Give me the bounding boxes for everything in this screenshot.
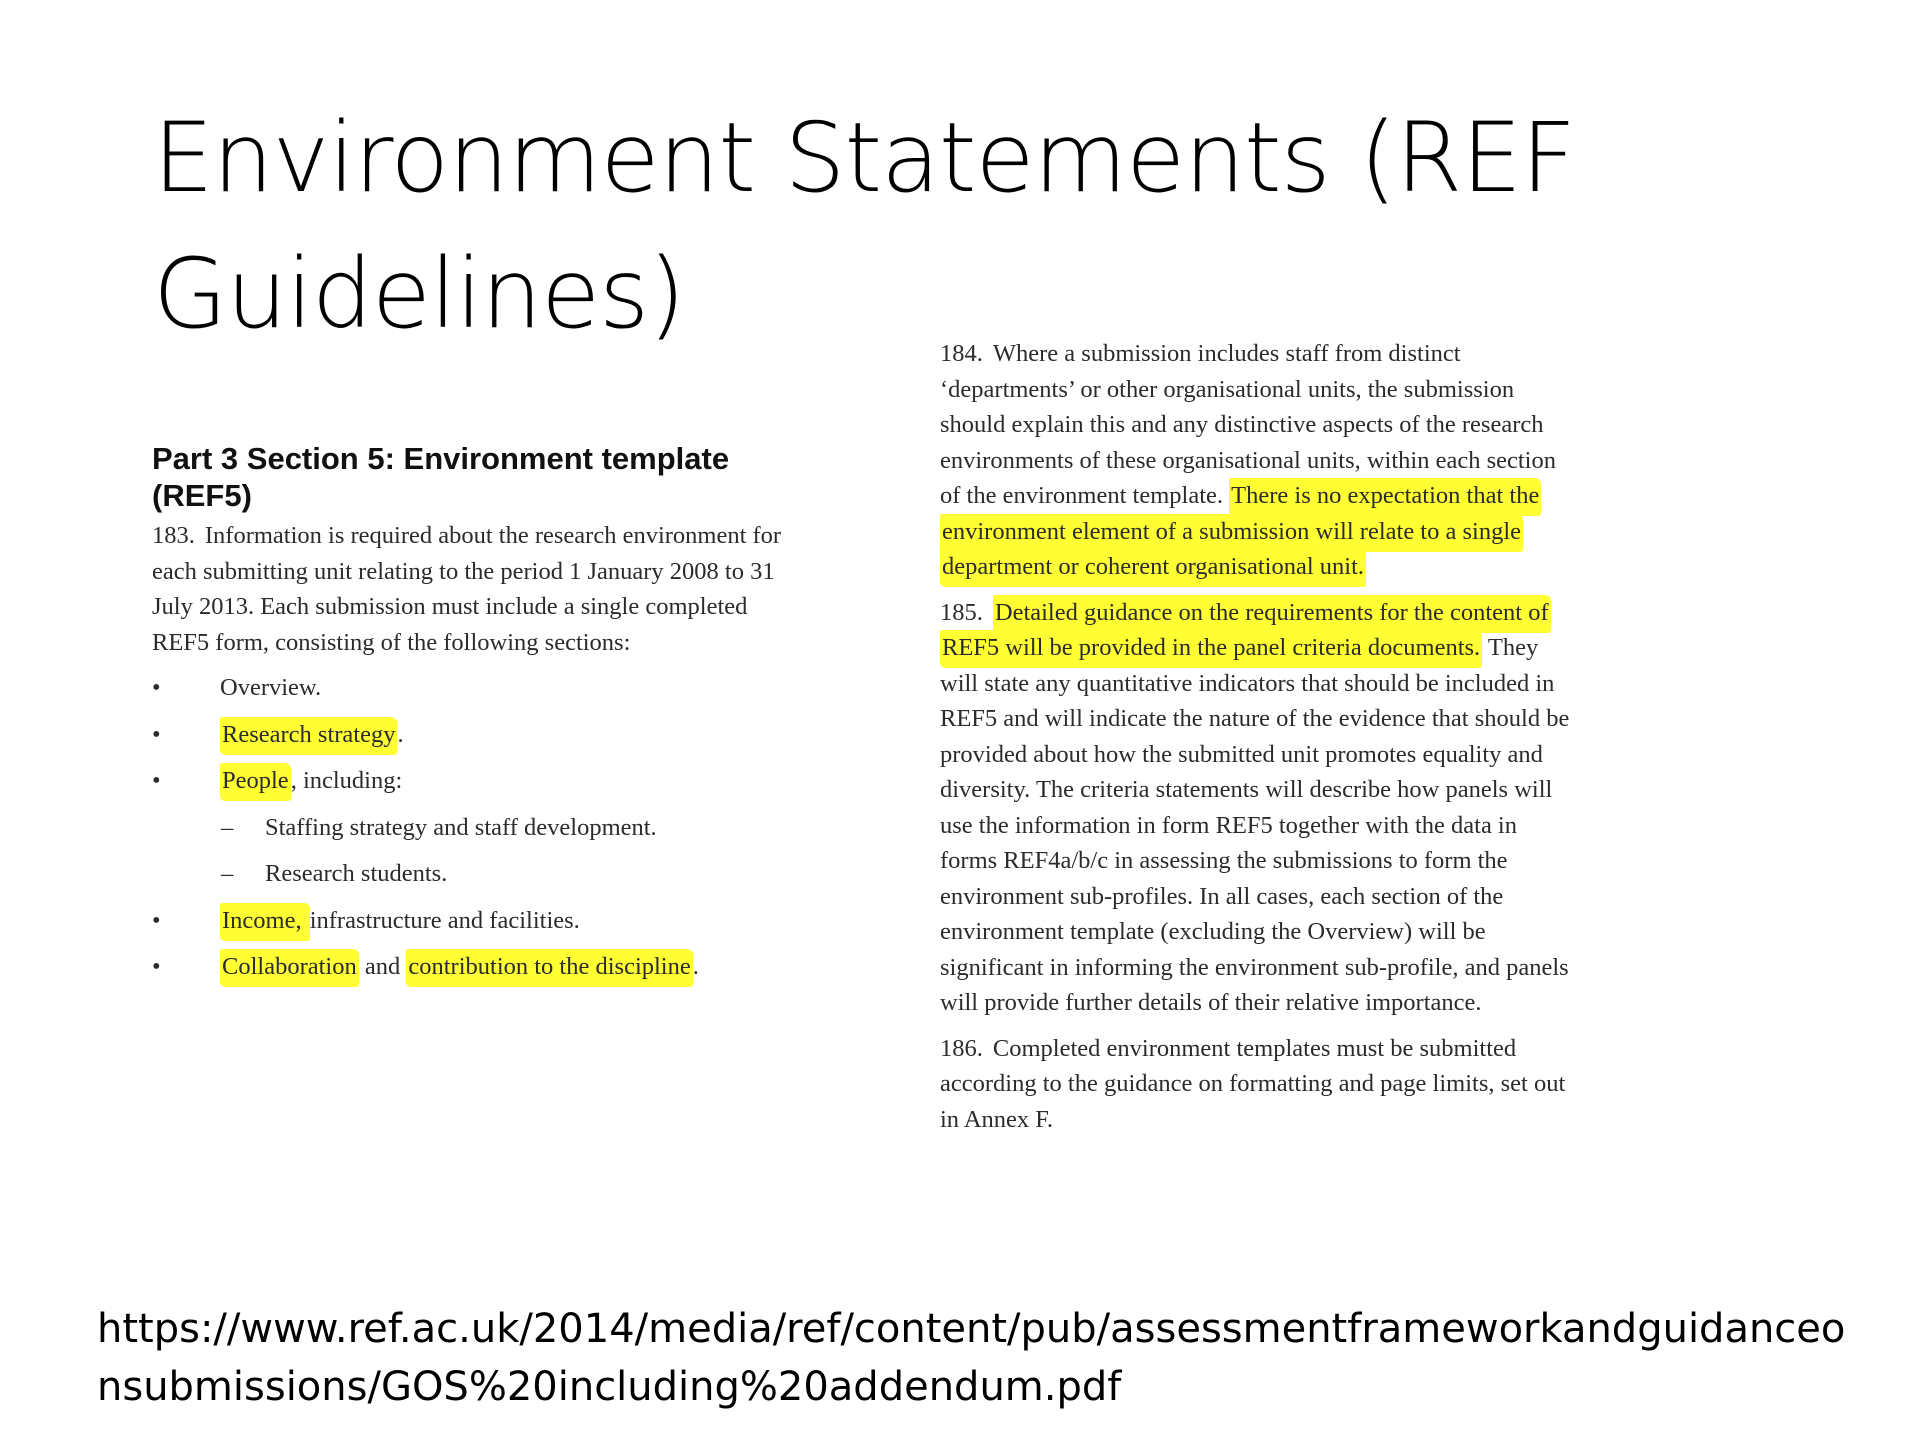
highlight: contribution to the discipline xyxy=(406,949,693,987)
bullet-icon: • xyxy=(152,674,161,701)
list-item-text: . xyxy=(692,953,699,980)
list-item-text: . xyxy=(397,720,404,748)
list-item-text: Overview. xyxy=(220,674,322,701)
paragraph-number: 185. xyxy=(940,598,983,626)
paragraph-number: 184. xyxy=(940,340,983,367)
paragraph-185: 185. Detailed guidance on the requirement… xyxy=(940,594,1580,1021)
paragraph-184: 184. Where a submission includes staff fr… xyxy=(940,336,1580,587)
paragraph-number: 183. xyxy=(152,522,195,549)
bullet-icon: • xyxy=(152,720,161,748)
excerpt-left: Part 3 Section 5: Environment template (… xyxy=(152,440,792,996)
highlight: People xyxy=(220,763,291,801)
highlight: Income, xyxy=(220,902,310,941)
list-item-text: , including: xyxy=(290,767,403,794)
dash-icon: – xyxy=(221,860,234,887)
bullet-icon: • xyxy=(152,953,161,980)
excerpt-right: 184. Where a submission includes staff fr… xyxy=(940,336,1580,1147)
section-heading: Part 3 Section 5: Environment template (… xyxy=(152,441,730,513)
list-item-research-strategy: • Research strategy. xyxy=(152,716,792,755)
paragraph-186: 186. Completed environment templates must… xyxy=(940,1031,1580,1138)
list-item-text: infrastructure and facilities. xyxy=(309,906,580,934)
list-item-income: • Income, infrastructure and facilities. xyxy=(152,902,792,941)
paragraph-text: Information is required about the resear… xyxy=(152,522,782,656)
list-item-overview: • Overview. xyxy=(152,670,792,706)
list-item-people: • People, including: xyxy=(152,763,792,801)
list-item-text: and xyxy=(358,953,407,980)
list-item-text: Research students. xyxy=(265,860,448,887)
list-subitem-students: – Research students. xyxy=(152,856,792,892)
paragraph-number: 186. xyxy=(940,1034,983,1062)
bullet-icon: • xyxy=(152,767,161,794)
dash-icon: – xyxy=(221,813,234,841)
list-item-text: Staffing strategy and staff development. xyxy=(265,813,657,841)
highlight: Research strategy xyxy=(220,716,398,755)
paragraph-text: Where a submission includes staff from d… xyxy=(940,340,1556,509)
paragraph-text: They will state any quantitative indicat… xyxy=(940,634,1570,1016)
paragraph-183: 183. Information is required about the re… xyxy=(152,518,792,660)
sections-list: • Overview. • Research strategy. • People, … xyxy=(152,670,792,987)
highlight: There is no expectation that the environ… xyxy=(940,478,1542,587)
source-url: https://www.ref.ac.uk/2014/media/ref/con… xyxy=(97,1306,1846,1410)
bullet-icon: • xyxy=(152,906,161,934)
list-subitem-staffing: – Staffing strategy and staff development… xyxy=(152,810,792,846)
slide-title: Environment Statements (REF Guidelines) xyxy=(153,102,1576,350)
list-item-collaboration: • Collaboration and contribution to the d… xyxy=(152,949,792,987)
paragraph-text: Completed environment templates must be … xyxy=(940,1034,1566,1133)
highlight: Collaboration xyxy=(220,949,359,987)
highlight: Detailed guidance on the requirements fo… xyxy=(940,594,1551,668)
